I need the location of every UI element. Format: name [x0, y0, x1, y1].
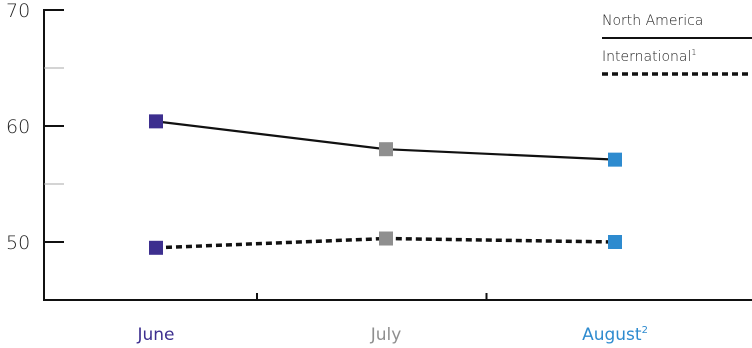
legend: North America International1 — [602, 13, 752, 76]
data-point-marker — [608, 152, 622, 167]
y-tick-label: 70 — [6, 0, 30, 22]
y-tick-label: 50 — [6, 232, 30, 254]
y-axis-ticks: 50 60 70 — [6, 0, 64, 254]
x-axis-labels: June July August2 — [136, 325, 647, 345]
x-category-label: August2 — [582, 325, 648, 345]
data-point-marker — [608, 235, 622, 249]
axes — [43, 9, 752, 301]
data-point-marker — [379, 231, 393, 246]
data-point-marker — [149, 240, 163, 255]
legend-label: North America — [602, 13, 703, 29]
data-point-marker — [149, 114, 163, 129]
y-tick-label: 60 — [6, 116, 30, 138]
data-point-marker — [379, 142, 393, 157]
legend-label: International1 — [602, 48, 696, 65]
data-points — [149, 114, 622, 255]
series-lines — [155, 120, 616, 250]
x-category-label: June — [136, 325, 174, 345]
x-category-label: July — [370, 325, 402, 345]
